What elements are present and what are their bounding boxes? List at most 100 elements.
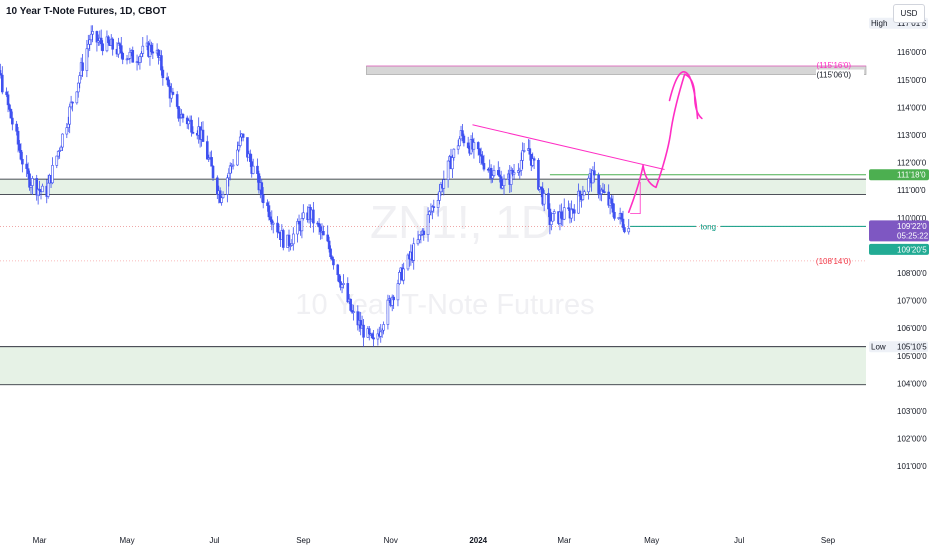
candle-body: [89, 40, 91, 44]
candle-body: [628, 228, 630, 231]
candle-body: [553, 212, 555, 214]
candle-body: [252, 166, 254, 173]
candle-body: [363, 325, 365, 337]
y-tick-label-0: 118'00'0: [897, 0, 927, 2]
candle-body: [107, 37, 109, 43]
candle-body: [342, 283, 344, 284]
candle-body: [451, 158, 453, 169]
stop-value: (108'14'0): [816, 257, 851, 266]
candle-body: [60, 147, 62, 150]
candle-body: [239, 137, 241, 146]
x-tick-label-3: Sep: [296, 536, 311, 545]
candle-body: [550, 221, 552, 224]
candle-body: [459, 139, 461, 146]
candle-body: [90, 34, 92, 40]
candle-body: [31, 178, 33, 185]
candle-body: [513, 172, 515, 174]
candle-body: [228, 173, 230, 178]
candle-body: [563, 208, 565, 219]
candle-body: [1, 75, 3, 92]
candle-body: [623, 228, 625, 232]
y-tick-label-14: 102'00'0: [897, 435, 927, 444]
candle-body: [92, 31, 94, 34]
support-zone-1: [0, 347, 866, 385]
resistance-value: 111'18'0: [897, 171, 926, 180]
candle-body: [350, 299, 352, 310]
candle-body: [598, 175, 600, 194]
candle-body: [537, 160, 539, 189]
candle-body: [16, 124, 18, 131]
candle-body: [51, 165, 53, 182]
candle-body: [19, 144, 21, 150]
candle-body: [86, 49, 88, 71]
candle-body: [72, 102, 74, 103]
candle-body: [398, 272, 400, 283]
currency-button[interactable]: USD: [893, 4, 925, 23]
candle-body: [20, 150, 22, 159]
candle-body: [522, 151, 524, 161]
tong-label: tong: [701, 222, 717, 231]
candle-body: [547, 193, 549, 209]
candle-body: [292, 234, 294, 244]
candle-body: [447, 161, 449, 180]
candle-body: [397, 284, 399, 300]
candle-body: [461, 131, 463, 136]
candle-body: [162, 70, 164, 78]
candle-body: [302, 213, 304, 219]
target-top-value: (115'16'0): [817, 61, 852, 70]
candle-body: [41, 186, 43, 192]
candle-body: [112, 39, 114, 49]
candle-body: [298, 221, 300, 224]
candle-body: [433, 207, 435, 208]
candle-body: [140, 53, 142, 56]
candle-body: [182, 114, 184, 118]
candle-body: [56, 156, 58, 165]
candle-body: [603, 192, 605, 193]
candle-body: [202, 130, 204, 141]
candle-body: [57, 151, 59, 156]
candle-body: [269, 217, 271, 220]
candle-body: [338, 275, 340, 282]
candle-body: [249, 154, 251, 162]
candle-body: [613, 212, 615, 218]
y-tick-label-3: 114'00'0: [897, 103, 927, 112]
candle-body: [483, 163, 485, 169]
candle-body: [288, 235, 290, 246]
candle-body: [383, 324, 385, 330]
candle-body: [413, 244, 415, 261]
candle-body: [318, 223, 320, 227]
y-tick-label-10: 106'00'0: [897, 324, 927, 333]
candle-body: [368, 329, 370, 334]
candle-body: [463, 136, 465, 143]
candle-body: [322, 231, 324, 235]
candle-body: [221, 198, 223, 203]
candle-body: [226, 178, 228, 195]
x-tick-label-0: Mar: [33, 536, 47, 545]
candle-body: [191, 120, 193, 132]
low-value: 105'10'5: [897, 343, 927, 352]
x-tick-label-7: May: [644, 536, 659, 545]
candle-body: [330, 249, 332, 257]
candle-body: [582, 195, 584, 200]
x-tick-label-9: Sep: [821, 536, 836, 545]
y-tick-label-6: 111'00'0: [897, 186, 926, 195]
candle-body: [236, 150, 238, 165]
candle-body: [132, 50, 134, 62]
target-bottom-value: (115'06'0): [817, 71, 852, 80]
candle-body: [332, 259, 334, 264]
candle-body: [66, 128, 68, 134]
candle-body: [477, 142, 479, 148]
candle-body: [380, 332, 382, 336]
candle-body: [543, 193, 545, 204]
candle-body: [560, 212, 562, 218]
candle-body: [119, 44, 121, 46]
candle-body: [267, 203, 269, 206]
candle-body: [100, 38, 102, 44]
candle-body: [479, 149, 481, 155]
candle-body: [150, 45, 152, 52]
candle-body: [520, 160, 522, 170]
candle-body: [497, 170, 499, 175]
